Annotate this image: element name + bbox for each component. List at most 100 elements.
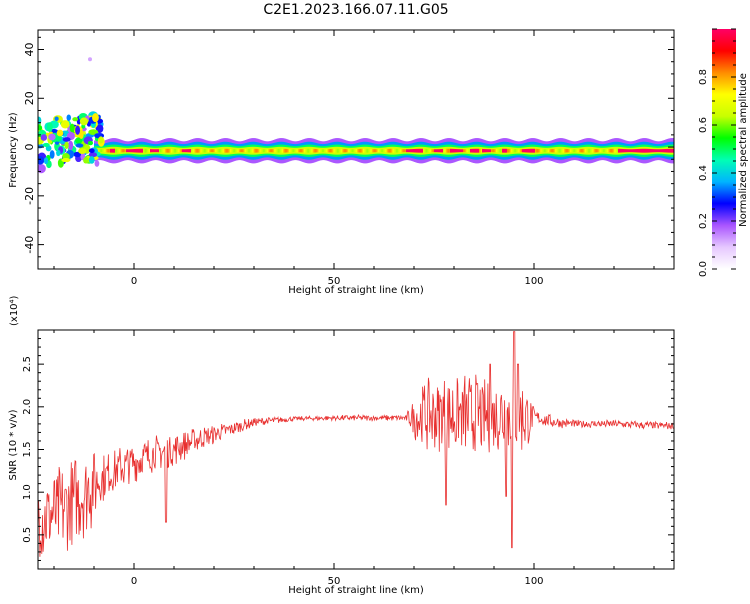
spectrogram-cell: [299, 149, 301, 153]
spectrogram-cell: [435, 149, 437, 153]
spectrogram-cell: [98, 149, 100, 153]
spectrogram-blob: [38, 125, 43, 131]
y-tick-label: 2.5: [22, 356, 33, 372]
spectrogram-cell: [671, 148, 673, 153]
spectrogram-cell: [238, 149, 240, 153]
spectrogram-cell: [527, 148, 529, 153]
spectrogram-cell: [461, 149, 463, 153]
spectrogram-cell: [348, 149, 350, 153]
spectrogram-cell: [480, 148, 482, 153]
spectrogram-cell: [625, 149, 627, 153]
spectrogram-cell: [415, 148, 417, 153]
spectrogram-cell: [540, 149, 542, 153]
spectrogram-cell: [368, 148, 370, 153]
spectrogram-cell: [182, 149, 184, 153]
spectrogram-cell: [215, 149, 217, 153]
spectrogram-cell: [266, 149, 268, 153]
colorbar-tick-label: 0.2: [698, 213, 709, 229]
spectrogram-cell: [474, 148, 476, 153]
spectrogram-cell: [483, 149, 485, 153]
spectrogram-cell: [571, 149, 573, 153]
spectrogram-cell: [530, 148, 532, 153]
spectrogram-ylabel: Frequency (Hz): [8, 112, 19, 188]
spectrogram-cell: [448, 148, 450, 153]
spectrogram-cell: [507, 148, 509, 153]
spectrogram-cell: [538, 148, 540, 153]
spectrogram-cell: [470, 148, 472, 153]
spectrogram-cell: [517, 149, 519, 153]
spectrogram-blob: [73, 151, 81, 158]
spectrogram-cell: [637, 148, 639, 153]
spectrogram-cell: [482, 148, 484, 153]
spectrogram-cell: [595, 149, 597, 153]
spectrogram-cell: [593, 148, 595, 153]
x-tick-label: 50: [328, 276, 341, 287]
spectrogram-cell: [253, 148, 255, 153]
spectrogram-cell: [341, 148, 343, 153]
spectrogram-cell: [198, 148, 200, 153]
spectrogram-cell: [573, 149, 575, 153]
spectrogram-cell: [162, 149, 164, 153]
spectrogram-cell: [555, 148, 557, 153]
spectrogram-cell: [169, 148, 171, 153]
spectrogram-cell: [221, 148, 223, 153]
spectrogram-cell: [333, 148, 335, 153]
spectrogram-cell: [532, 148, 534, 153]
spectrogram-cell: [247, 148, 249, 153]
spectrogram-cell: [352, 149, 354, 153]
spectrogram-cell: [343, 148, 345, 153]
spectrogram-cell: [216, 149, 218, 153]
spectrogram-cell: [660, 149, 662, 153]
spectrogram-cell: [537, 148, 539, 153]
spectrogram-cell: [280, 148, 282, 153]
spectrogram-cell: [443, 148, 445, 153]
spectrogram-cell: [479, 148, 481, 153]
spectrogram-cell: [398, 148, 400, 153]
spectrogram-cell: [601, 149, 603, 153]
spectrogram-cell: [236, 149, 238, 153]
spectrogram-cell: [114, 148, 116, 153]
y-tick-label: 2.0: [22, 399, 33, 415]
spectrogram-cell: [302, 148, 304, 153]
spectrogram-cell: [376, 149, 378, 153]
spectrogram-blob: [83, 157, 89, 164]
spectrogram-cell: [178, 149, 180, 153]
spectrogram-cell: [211, 149, 213, 153]
spectrogram-cell: [237, 149, 239, 153]
spectrogram-cell: [222, 148, 224, 153]
spectrogram-cell: [233, 149, 235, 153]
spectrogram-cell: [550, 149, 552, 153]
spectrogram-cell: [373, 149, 375, 153]
spectrogram-cell: [202, 148, 204, 153]
spectrogram-cell: [536, 148, 538, 153]
spectrogram-cell: [101, 149, 103, 153]
spectrogram-cell: [410, 149, 412, 153]
spectrogram-cell: [395, 148, 397, 153]
spectrogram-cell: [139, 148, 141, 153]
spectrogram-cell: [296, 149, 298, 153]
colorbar-label: Normalized spectral amplitude: [738, 73, 749, 227]
spectrogram-cell: [440, 149, 442, 153]
spectrogram-cell: [330, 148, 332, 153]
spectrogram-cell: [548, 149, 550, 153]
spectrogram-cell: [156, 149, 158, 153]
spectrogram-cell: [602, 149, 604, 153]
spectrogram-cell: [269, 149, 271, 153]
spectrogram-cell: [526, 148, 528, 153]
spectrogram-cell: [256, 148, 258, 153]
spectrogram-cell: [137, 148, 139, 153]
spectrogram-cell: [492, 149, 494, 153]
spectrogram-cell: [263, 149, 265, 153]
spectrogram-cell: [149, 149, 151, 153]
spectrogram-cell: [608, 149, 610, 153]
spectrogram-cell: [377, 149, 379, 153]
spectrogram-cell: [210, 149, 212, 153]
spectrogram-cell: [332, 148, 334, 153]
spectrogram-cell: [254, 148, 256, 153]
spectrogram-cell: [587, 148, 589, 153]
spectrogram-cell: [112, 148, 114, 153]
spectrogram-cell: [240, 149, 242, 153]
spectrogram-cell: [611, 148, 613, 153]
spectrogram-cell: [188, 149, 190, 153]
spectrogram-blob: [98, 136, 104, 144]
